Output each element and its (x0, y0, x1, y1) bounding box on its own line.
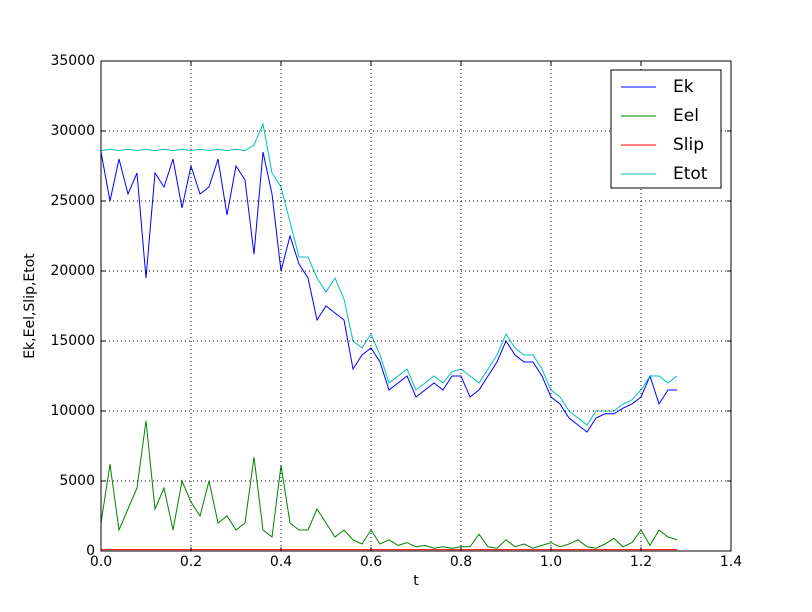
plot-area (100, 122, 678, 551)
legend-box (610, 69, 722, 189)
y-tick-label: 30000 (50, 123, 95, 139)
x-tick-label: 0.6 (360, 554, 382, 570)
x-tick-label: 0.2 (180, 554, 202, 570)
series-line (100, 122, 678, 426)
x-axis-label: t (413, 573, 419, 589)
x-tick-label: 1.4 (720, 554, 742, 570)
legend-label: Etot (673, 164, 708, 184)
legend-label: Ek (673, 77, 694, 97)
x-tick-label: 1.2 (630, 554, 652, 570)
y-tick-label: 35000 (50, 53, 95, 69)
x-tick-label: 0.4 (270, 554, 292, 570)
y-tick-label: 20000 (50, 263, 95, 279)
series-line (100, 420, 678, 549)
y-tick-label: 10000 (50, 403, 95, 419)
y-axis-label: Ek,Eel,Slip,Etot (22, 253, 38, 359)
x-tick-label: 0.0 (90, 554, 112, 570)
y-tick-label: 5000 (59, 473, 95, 489)
y-tick-label: 15000 (50, 333, 95, 349)
series-line (100, 151, 677, 433)
y-tick-label: 0 (86, 543, 95, 559)
x-tick-label: 0.8 (450, 554, 472, 570)
y-tick-label: 25000 (50, 193, 95, 209)
x-tick-label: 1.0 (540, 554, 562, 570)
legend-label: Slip (673, 135, 704, 155)
legend-label: Eel (673, 106, 699, 126)
